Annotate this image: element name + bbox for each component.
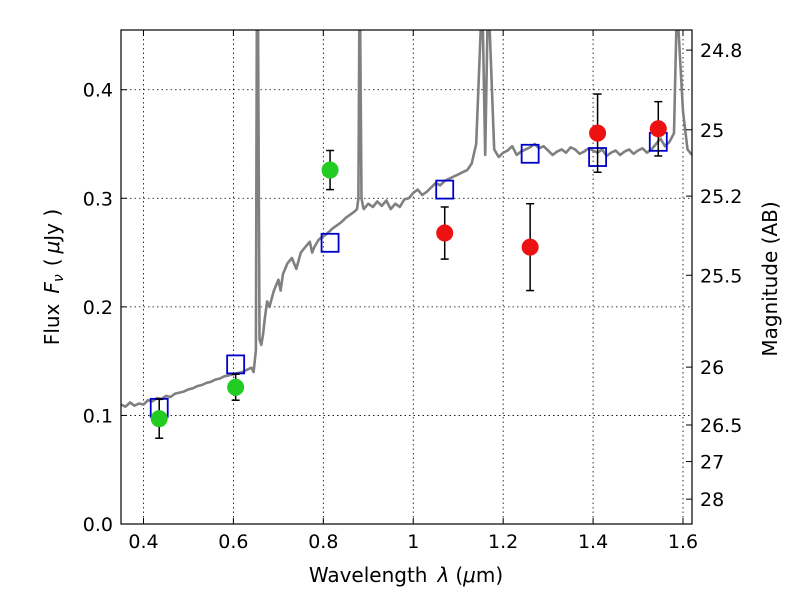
right-tick-label: 27: [700, 452, 724, 474]
plot-frame: [120, 29, 693, 525]
x-tick-label: 1.6: [668, 531, 698, 553]
y-tick-label: 0.3: [83, 188, 113, 210]
y-axis-label-open: (: [40, 258, 64, 266]
infrared_detections-point: [589, 124, 607, 142]
y-axis-label-nu: ν: [51, 274, 67, 282]
model-photometry-square: [435, 179, 455, 200]
x-tick-label: 1.2: [488, 531, 518, 553]
x-axis-label: Wavelength λ (μm): [309, 563, 503, 587]
y-axis-label-F: F: [40, 282, 64, 294]
model-photometry-square: [226, 354, 246, 375]
right-tick-label: 24.8: [700, 40, 742, 62]
y-tick-label: 0.4: [83, 80, 113, 102]
model-spectrum-line: [121, 30, 692, 408]
y-axis-label-text: Flux: [40, 303, 64, 345]
infrared_detections-point: [521, 238, 539, 256]
x-axis-label-mu: μ: [462, 563, 476, 587]
x-axis-label-text: Wavelength: [309, 563, 428, 587]
optical_detections-point: [227, 378, 245, 396]
right-tick-label: 28: [700, 489, 724, 511]
x-tick-label: 0.8: [308, 531, 338, 553]
y-tick-label: 0.0: [83, 514, 113, 536]
y-tick-label: 0.2: [83, 297, 113, 319]
infrared_detections-point: [649, 120, 667, 138]
x-axis-label-open: (: [455, 563, 463, 587]
right-tick-label: 26: [700, 357, 724, 379]
model-photometry-square: [320, 232, 340, 253]
right-axis-label: Magnitude (AB): [758, 201, 782, 356]
x-tick-label: 0.6: [218, 531, 248, 553]
plot-area: [121, 30, 692, 439]
x-tick-label: 1: [407, 531, 419, 553]
infrared_detections-point: [436, 224, 454, 242]
grid: [121, 30, 692, 525]
y-axis-label-mu: μ: [40, 241, 64, 255]
axis-ticks: 0.4 0.6 0.8 1 1.2 1.4 1.6 0.0 0.1 0.2 0.3 0.4 24.8 25…: [83, 30, 742, 553]
observed-points: [150, 120, 667, 428]
right-tick-label: 25.5: [700, 265, 742, 287]
x-axis-label-lambda: λ: [436, 563, 449, 587]
right-tick-label: 25: [700, 120, 724, 142]
right-tick-label: 26.5: [700, 415, 742, 437]
y-axis-label-unit: Jy ): [40, 209, 64, 243]
model-photometry-square: [520, 143, 540, 164]
y-tick-label: 0.1: [83, 405, 113, 427]
x-tick-label: 1.4: [578, 531, 608, 553]
model-photometry-squares: [149, 131, 668, 418]
y-axis-label: Flux Fν ( μJy ): [40, 209, 67, 345]
x-tick-label: 0.4: [128, 531, 158, 553]
optical_detections-point: [321, 161, 339, 179]
optical_detections-point: [150, 410, 168, 428]
x-axis-label-unit: m): [476, 563, 503, 587]
right-tick-label: 25.2: [700, 186, 742, 208]
